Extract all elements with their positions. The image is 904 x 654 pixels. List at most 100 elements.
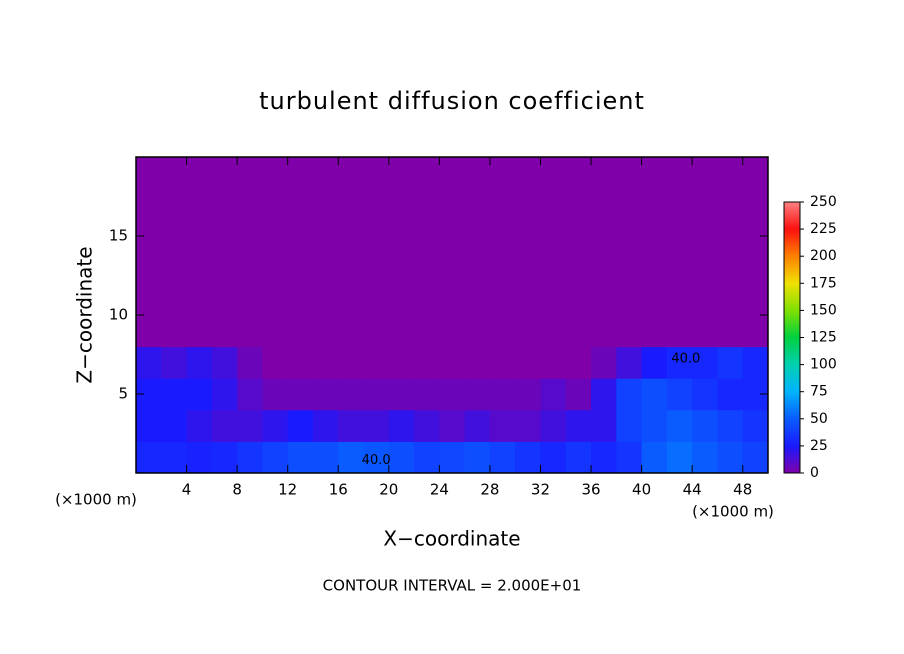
heat-cell [439,378,466,411]
heat-cell [186,378,213,411]
heat-cell [540,378,567,411]
x-axis-label: X−coordinate [383,527,520,551]
heat-cell [161,157,188,348]
heat-cell [287,441,314,474]
heat-cell [692,157,718,348]
x-tick-label: 4 [182,481,192,499]
heat-cell [186,346,213,379]
heat-cell [591,441,617,474]
colorbar-tick-label: 175 [810,275,837,291]
heat-cell [692,378,718,411]
heat-cell [464,441,491,474]
heat-cell [464,346,491,379]
heat-cell [211,378,238,411]
heat-cell [186,441,213,474]
contour-label: 40.0 [362,453,391,468]
heat-cell [616,157,643,348]
heat-cell [186,409,213,442]
heat-cell [515,409,541,442]
heat-cell [591,378,617,411]
heat-cell [742,441,769,474]
heat-cell [414,346,440,379]
colorbar-tick-label: 225 [810,221,837,237]
x-tick-label: 36 [581,481,600,499]
y-axis-label: Z−coordinate [73,246,97,383]
heat-cell [211,409,238,442]
heat-cell [641,346,668,379]
heat-cell [717,409,744,442]
heat-cell [388,441,415,474]
heat-cell [136,441,162,474]
heat-cell [262,346,289,379]
heat-cell [211,346,238,379]
heat-cell [161,409,188,442]
heat-cell [388,378,415,411]
heat-cell [312,441,339,474]
heat-cell [489,441,516,474]
x-tick-label: 44 [683,481,702,499]
heat-cell [388,157,415,348]
heat-cell [338,157,365,348]
heat-cell [338,346,365,379]
heat-cell [136,157,162,348]
heat-cell [717,441,744,474]
heat-cell [136,346,162,379]
colorbar-tick-label: 75 [810,384,828,400]
heat-cell [540,409,567,442]
heat-cell [489,346,516,379]
x-tick-label: 48 [733,481,752,499]
heat-cell [464,378,491,411]
colorbar-tick-label: 150 [810,302,837,318]
heat-cell [717,346,744,379]
heat-cell [262,441,289,474]
x-tick-label: 16 [329,481,348,499]
y-tick-label: 5 [118,385,128,403]
heat-cell [237,346,263,379]
heat-cell [666,157,693,348]
heat-cell [742,346,769,379]
heat-cell [565,409,592,442]
x-tick-label: 20 [379,481,398,499]
heat-cell [565,378,592,411]
heat-cell [666,378,693,411]
heat-cell [616,378,643,411]
heat-cell [414,378,440,411]
heat-cell [287,157,314,348]
heat-cell [591,409,617,442]
colorbar-tick-label: 100 [810,357,837,373]
footnote: CONTOUR INTERVAL = 2.000E+01 [323,577,582,595]
heat-cell [186,157,213,348]
heat-cell [161,378,188,411]
x-unit-right: (×1000 m) [692,503,774,521]
heat-cell [515,441,541,474]
heat-cell [262,157,289,348]
heat-cell [312,409,339,442]
heat-cell [540,346,567,379]
heat-cell [742,409,769,442]
heat-cell [211,157,238,348]
heat-cell [363,157,390,348]
heat-cell [515,346,541,379]
heat-cell [641,157,668,348]
heat-cell [565,441,592,474]
y-tick-label: 15 [109,227,128,245]
colorbar-tick-label: 125 [810,330,837,346]
heat-cell [363,409,390,442]
heat-cell [237,409,263,442]
heat-cell [439,346,466,379]
colorbar-tick-label: 0 [810,465,819,481]
heat-cell [717,378,744,411]
heat-cell [439,409,466,442]
heat-cell [338,378,365,411]
heat-cell [287,409,314,442]
heat-cell [666,346,693,379]
heat-cell [388,409,415,442]
heat-cell [287,378,314,411]
colorbar-tick-label: 25 [810,438,828,454]
heat-cell [616,409,643,442]
heat-cell [515,157,541,348]
heat-cell [237,441,263,474]
heat-cell [692,409,718,442]
heat-cell [414,409,440,442]
